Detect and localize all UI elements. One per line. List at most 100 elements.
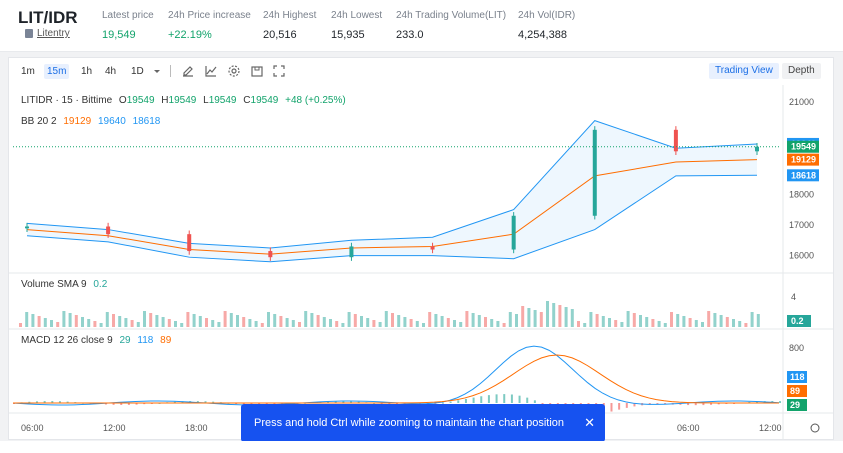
macd-hist-bar — [610, 403, 613, 412]
macd-signal-line — [13, 354, 779, 404]
volume-bar — [496, 321, 500, 327]
indicator-icon[interactable] — [204, 64, 218, 78]
bb-basis-value: 19129 — [63, 116, 92, 127]
volume-bar — [192, 314, 196, 327]
volume-bar — [50, 320, 53, 327]
price-axis-badge-label: 19549 — [791, 142, 816, 152]
volume-bar — [260, 323, 264, 327]
camera-icon[interactable] — [250, 64, 264, 78]
volume-bar — [304, 311, 308, 327]
depth-button[interactable]: Depth — [782, 63, 821, 79]
volume-bar — [601, 316, 605, 327]
macd-hist-bar — [725, 403, 728, 404]
stat-value: 19,549 — [102, 29, 136, 41]
macd-hist-bar — [334, 401, 337, 403]
stat-value: 233.0 — [396, 29, 424, 41]
volume-bar — [688, 318, 692, 327]
series-line-bb-upper — [26, 120, 758, 249]
volume-bar — [99, 323, 103, 327]
legend-h-label: H — [161, 95, 169, 106]
legend-o-value: 19549 — [126, 95, 155, 106]
footer-strip — [0, 441, 843, 453]
volume-bar — [353, 314, 357, 327]
volume-bar — [477, 315, 481, 327]
volume-bar — [372, 320, 376, 327]
macd-axis-badge-label: 29 — [790, 400, 800, 410]
volume-bar — [124, 318, 128, 327]
time-axis-tick: 18:00 — [185, 423, 208, 433]
chart-area[interactable]: 2100018000170001600019640195491912918618… — [9, 85, 833, 442]
volume-bar — [267, 312, 270, 327]
volume-bar — [756, 314, 760, 327]
candle-body — [673, 129, 678, 152]
macd-hist-bar — [510, 394, 513, 403]
stat-label: 24h Trading Volume(LIT) — [396, 10, 507, 21]
interval-15m[interactable]: 15m — [44, 64, 70, 79]
volume-bar — [676, 314, 680, 327]
volume-bar — [43, 318, 47, 327]
volume-bar — [663, 323, 667, 327]
macd-hist-bar — [733, 403, 736, 404]
close-icon[interactable]: ✕ — [584, 415, 595, 430]
macd-hist-bar — [35, 401, 38, 403]
legend-l-value: 19549 — [208, 95, 237, 106]
macd-hist-bar — [58, 401, 61, 403]
price-chart-svg[interactable]: 2100018000170001600019640195491912918618… — [9, 85, 833, 440]
volume-bar — [682, 316, 686, 327]
fullscreen-icon[interactable] — [272, 64, 286, 78]
volume-bar — [130, 320, 134, 327]
price-axis-badge — [787, 140, 819, 153]
volume-bar — [397, 315, 401, 327]
volume-bar — [37, 316, 41, 327]
macd-hist-bar — [503, 394, 506, 403]
volume-bar — [167, 319, 171, 327]
macd-hist-bar — [135, 403, 138, 405]
volume-bar — [608, 318, 611, 327]
macd-axis-badge-label: 89 — [790, 386, 800, 396]
volume-bar — [366, 318, 370, 327]
volume-axis-badge-label: 0.2 — [791, 316, 804, 326]
interval-4h[interactable]: 4h — [105, 66, 117, 77]
interval-1m[interactable]: 1m — [21, 66, 35, 77]
volume-bar — [626, 311, 630, 327]
macd-hist-bar — [687, 403, 690, 406]
volume-bar — [651, 319, 655, 327]
coin-link[interactable]: Litentry — [25, 28, 70, 39]
volume-bar — [471, 313, 475, 327]
macd-axis-badge — [787, 399, 807, 411]
volume-bar — [136, 322, 140, 327]
volume-bar — [322, 317, 326, 327]
volume-bar — [298, 322, 301, 327]
macd-hist-bar — [66, 401, 69, 403]
macd-hist-bar — [212, 401, 215, 403]
stat-value: 4,254,388 — [518, 29, 567, 41]
stat-24h-lowest: 24h Lowest 15,935 — [331, 10, 382, 41]
bb-label: BB 20 2 — [21, 116, 57, 127]
volume-bar — [112, 314, 115, 327]
gear-icon[interactable] — [227, 64, 241, 78]
chevron-down-icon[interactable] — [152, 64, 162, 78]
pencil-icon[interactable] — [181, 64, 195, 78]
trading-view-button[interactable]: Trading View — [709, 63, 779, 79]
macd-legend: MACD 12 26 close 9 29 118 89 — [21, 335, 175, 346]
volume-bar — [285, 318, 289, 327]
volume-bar — [446, 318, 450, 327]
macd-axis-badge-label: 118 — [790, 372, 805, 382]
price-legend: LITIDR · 15 · Bittime O19549 H19549 L195… — [21, 95, 350, 106]
macd-hist-value: 29 — [119, 335, 131, 346]
volume-bar — [434, 314, 438, 327]
volume-bar — [93, 321, 97, 327]
macd-hist-bar — [258, 403, 261, 405]
volume-bar — [453, 320, 456, 327]
interval-1d[interactable]: 1D — [131, 66, 144, 77]
volume-bar — [527, 308, 531, 327]
volume-axis-tick: 4 — [791, 292, 796, 302]
volume-bar — [750, 312, 754, 327]
interval-1h[interactable]: 1h — [81, 66, 93, 77]
macd-hist-bar — [656, 403, 659, 405]
volume-bar — [335, 321, 339, 327]
volume-bar — [180, 323, 184, 327]
volume-bar — [515, 314, 518, 327]
volume-bar — [546, 301, 549, 327]
time-axis-tick: 12:00 — [103, 423, 126, 433]
